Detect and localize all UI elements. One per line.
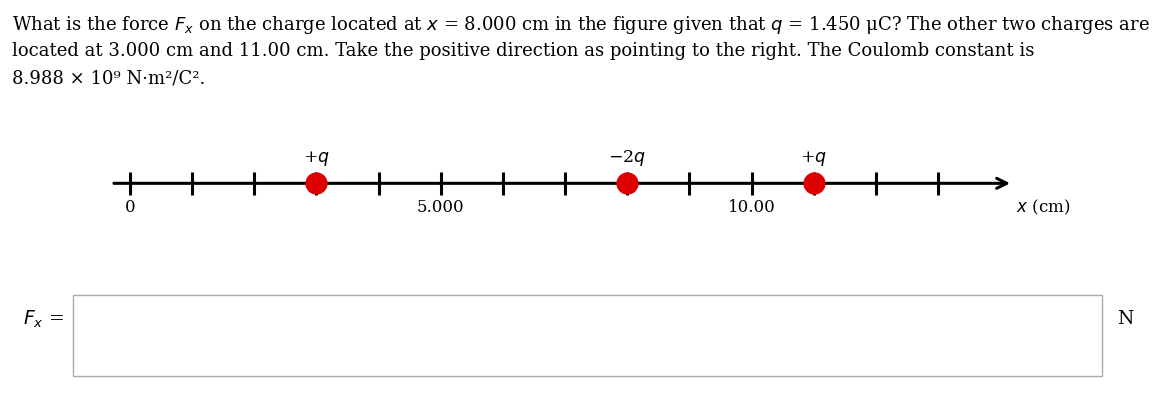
Text: What is the force $F_x$ on the charge located at $x$ = 8.000 cm in the figure gi: What is the force $F_x$ on the charge lo… xyxy=(12,14,1150,36)
FancyBboxPatch shape xyxy=(73,295,1102,376)
Text: 10.00: 10.00 xyxy=(728,199,775,217)
Text: −2$q$: −2$q$ xyxy=(609,148,646,168)
Text: located at 3.000 cm and 11.00 cm. Take the positive direction as pointing to the: located at 3.000 cm and 11.00 cm. Take t… xyxy=(12,42,1034,60)
Text: +$q$: +$q$ xyxy=(800,149,828,168)
Text: 5.000: 5.000 xyxy=(417,199,464,217)
Text: $F_x$ =: $F_x$ = xyxy=(23,308,64,330)
Text: +$q$: +$q$ xyxy=(303,149,330,168)
Text: 8.988 × 10⁹ N·m²/C².: 8.988 × 10⁹ N·m²/C². xyxy=(12,70,205,88)
Text: N: N xyxy=(1117,310,1133,328)
Text: 0: 0 xyxy=(125,199,135,217)
Text: $x$ (cm): $x$ (cm) xyxy=(1016,198,1070,217)
